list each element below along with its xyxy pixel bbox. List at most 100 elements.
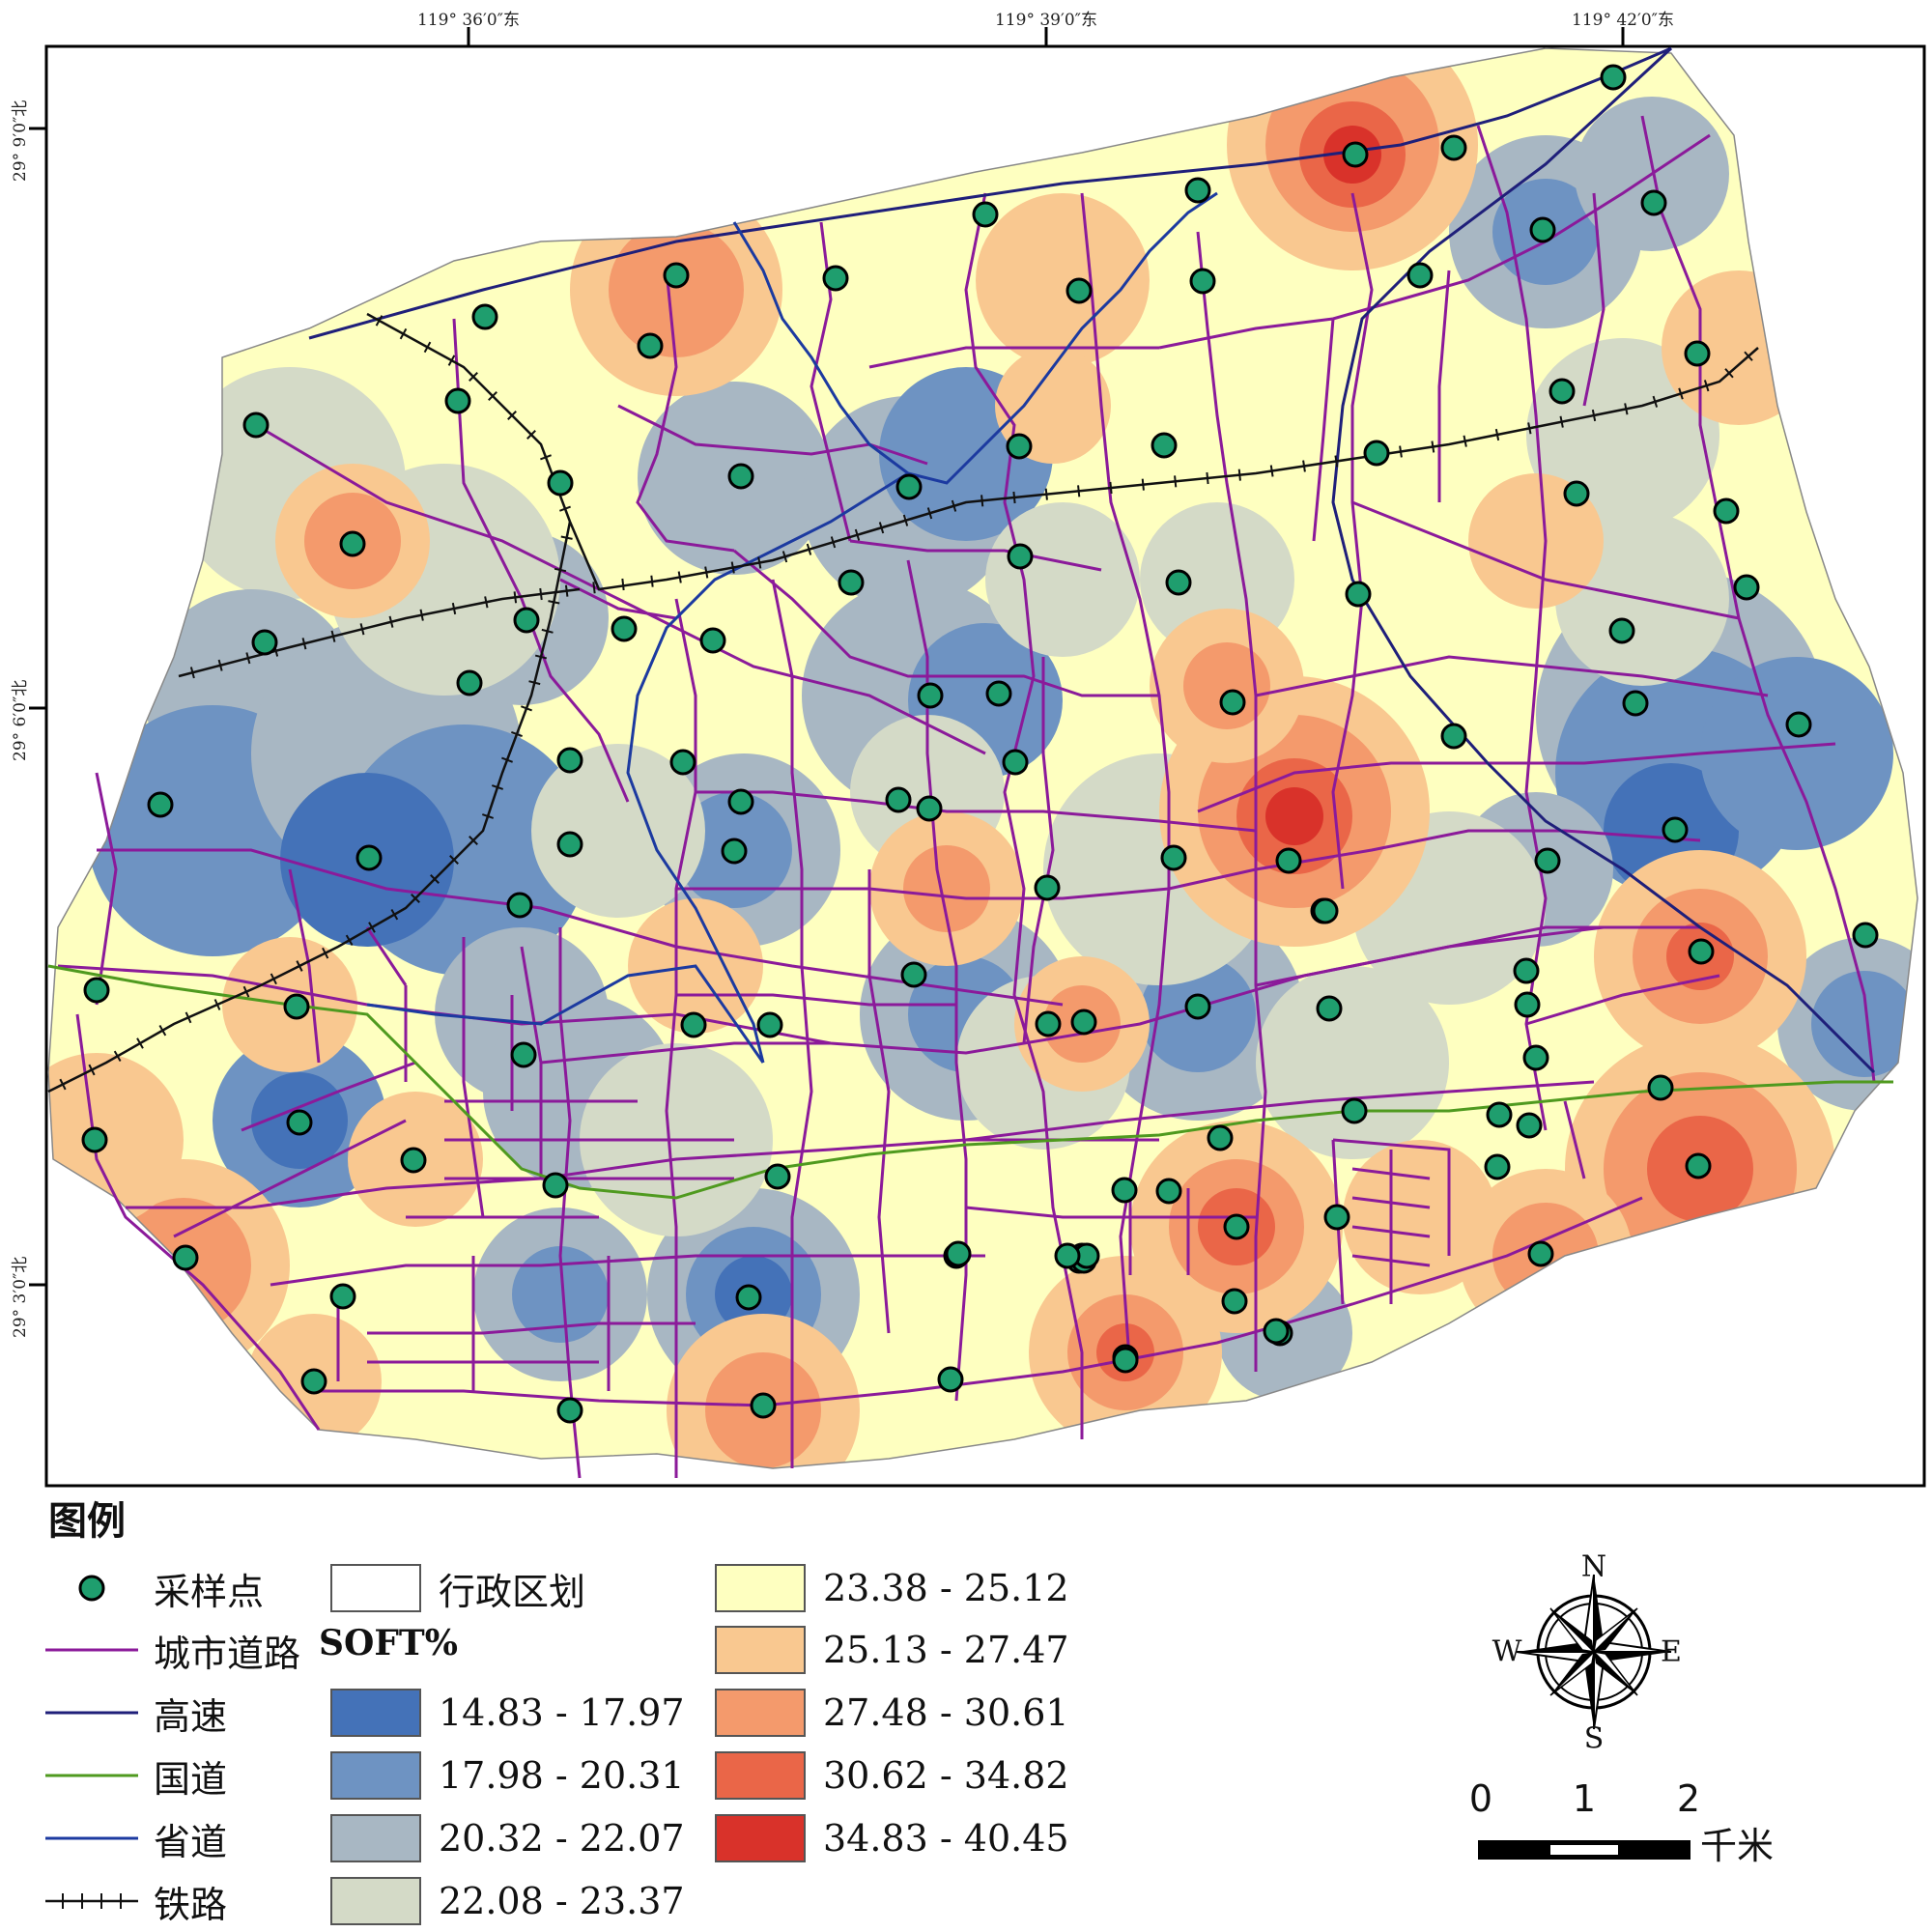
- scale-unit-label: 千米: [1700, 1825, 1775, 1867]
- railway-tick: [1744, 351, 1753, 361]
- legend-class-9: 34.83 - 40.45: [715, 1811, 1069, 1865]
- sample-point: [1070, 1009, 1097, 1036]
- sample-point: [721, 838, 748, 865]
- sample-point: [556, 1397, 583, 1424]
- legend-class-5-label: 23.38 - 25.12: [823, 1567, 1069, 1609]
- sample-point: [1527, 1240, 1554, 1267]
- railway-tick: [878, 522, 885, 534]
- railway-tick: [1012, 491, 1016, 504]
- surface-blob: [903, 845, 990, 932]
- legend-class-4-label: 22.08 - 23.37: [439, 1880, 685, 1922]
- sample-point: [1054, 1242, 1081, 1269]
- railway-tick: [88, 1064, 96, 1076]
- railway-tick: [113, 1050, 122, 1063]
- sample-point: [1207, 1124, 1234, 1151]
- sample-point: [750, 1392, 777, 1419]
- railway-tick: [419, 609, 424, 621]
- railway-tick: [501, 756, 513, 763]
- railway-tick: [548, 600, 560, 605]
- sample-point: [506, 892, 533, 919]
- railway-tick: [136, 1037, 144, 1049]
- sample-point: [542, 1172, 569, 1199]
- surface-blob: [512, 1246, 609, 1343]
- sample-point: [81, 1126, 108, 1153]
- sample-point: [937, 1366, 964, 1393]
- legend-class-7: 27.48 - 30.61: [715, 1686, 1069, 1740]
- class-7-swatch: [715, 1689, 806, 1737]
- railway-tick: [564, 584, 569, 597]
- railway-tick: [368, 922, 376, 933]
- sample-point: [283, 993, 310, 1020]
- railway-tick: [375, 315, 384, 327]
- sample-point-symbol: [78, 1575, 105, 1602]
- sample-point: [1112, 1347, 1139, 1374]
- national-road-symbol: [45, 1774, 138, 1777]
- sample-point: [756, 1011, 783, 1038]
- sample-points-layer: [81, 64, 1879, 1424]
- railway-tick: [513, 591, 518, 604]
- urban-road-symbol: [45, 1648, 138, 1652]
- legend-class-6: 25.13 - 27.47: [715, 1623, 1069, 1677]
- railway-tick: [491, 784, 504, 790]
- railway-tick: [399, 327, 408, 340]
- sample-point: [838, 569, 865, 596]
- sample-point: [1007, 543, 1034, 570]
- sample-point: [727, 463, 754, 490]
- railway-tick: [242, 985, 250, 998]
- sample-point: [1219, 689, 1246, 716]
- surface-blob: [1468, 473, 1604, 609]
- sample-point: [1440, 723, 1467, 750]
- railway-tick: [1591, 409, 1597, 422]
- railway-tick: [528, 680, 541, 686]
- railway-tick: [951, 499, 957, 512]
- sample-point: [611, 615, 638, 642]
- surface-blob: [531, 744, 705, 918]
- legend-class-8-label: 30.62 - 34.82: [823, 1754, 1069, 1797]
- sample-point: [1713, 497, 1740, 525]
- railway-tick: [926, 507, 933, 520]
- lon-label-1: 119° 36′0″东: [416, 11, 521, 30]
- surface-blob: [1183, 642, 1270, 729]
- legend-class-8: 30.62 - 34.82: [715, 1748, 1069, 1803]
- railway-tick: [189, 667, 195, 679]
- railway-tick: [592, 582, 596, 594]
- surface-blob: [609, 222, 744, 357]
- sample-point: [900, 961, 927, 988]
- railway-tick: [359, 623, 365, 636]
- railway-tick: [1703, 380, 1710, 392]
- sample-point: [1363, 440, 1390, 467]
- sample-point: [355, 844, 383, 871]
- legend-label-railway: 铁路: [154, 1883, 228, 1926]
- legend-class-2-label: 17.98 - 20.31: [439, 1754, 685, 1797]
- sample-point: [699, 627, 726, 654]
- national-roads: [47, 964, 1893, 1200]
- sample-point: [300, 1368, 327, 1395]
- surface-blob: [1811, 971, 1918, 1077]
- legend-class-3-label: 20.32 - 22.07: [439, 1817, 685, 1860]
- sample-point: [1165, 569, 1192, 596]
- legend-label-urban-road: 城市道路: [154, 1632, 301, 1675]
- railway-tick: [757, 556, 762, 569]
- latitude-ticks: [29, 127, 46, 1287]
- compass-west-label: W: [1492, 1634, 1522, 1669]
- railway-tick: [1206, 471, 1209, 485]
- railway-tick: [451, 602, 457, 615]
- sample-point: [735, 1284, 762, 1311]
- legend-national-road: 国道: [43, 1748, 227, 1803]
- sample-point: [1006, 433, 1033, 460]
- sample-point: [242, 412, 270, 439]
- sample-point: [1316, 995, 1343, 1022]
- sample-point: [1484, 1153, 1511, 1180]
- railway-tick: [296, 960, 303, 972]
- sample-point: [1189, 268, 1216, 295]
- railway-tick: [185, 1011, 192, 1024]
- sample-point: [1622, 690, 1649, 717]
- railway-tick: [481, 813, 495, 819]
- sample-point: [1534, 847, 1561, 874]
- sample-point: [1529, 216, 1556, 243]
- legend-urban-road: 城市道路: [43, 1623, 300, 1677]
- compass-east-label: E: [1661, 1634, 1682, 1669]
- railway-tick: [59, 1078, 67, 1091]
- sample-point: [680, 1011, 707, 1038]
- railway-tick: [158, 1024, 167, 1037]
